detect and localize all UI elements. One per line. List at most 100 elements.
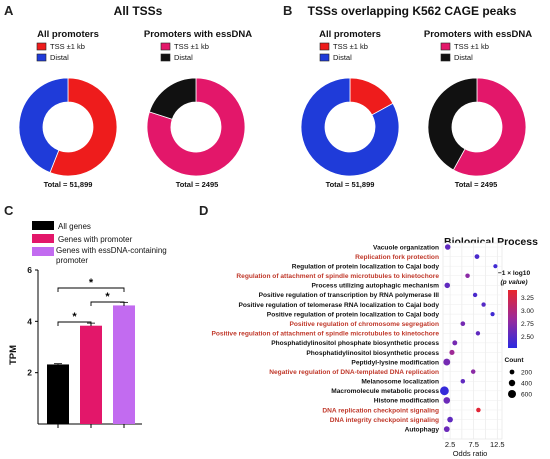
term-label: Negative regulation of DNA-templated DNA… bbox=[269, 369, 439, 376]
panel-b-right-slice-distal bbox=[427, 77, 478, 171]
term-dot bbox=[440, 386, 449, 396]
panel-a-left-donut bbox=[18, 77, 118, 177]
panel-a-left-legend-swatch-distal bbox=[36, 53, 47, 62]
panel-b-left-slice-distal bbox=[300, 77, 400, 177]
term-label: Autophagy bbox=[405, 426, 440, 433]
count-legend-label-200: 200 bbox=[521, 370, 532, 377]
significance-star-1: * bbox=[105, 291, 110, 303]
panel-a-right-legend-swatch-tss bbox=[160, 42, 171, 51]
panel-c-legend-promoter: Genes with promoter bbox=[58, 235, 133, 244]
colorbar-tick-1: 3.00 bbox=[521, 308, 534, 315]
panel-a-right-legend-distal: Distal bbox=[174, 53, 193, 62]
bar-ytick-label: 4 bbox=[27, 316, 32, 326]
bar-2 bbox=[113, 305, 135, 424]
term-label: Histone modification bbox=[374, 398, 439, 405]
colorbar bbox=[508, 290, 517, 348]
panel-a-left-total: Total = 51,899 bbox=[44, 180, 93, 189]
panel-b-left-donut bbox=[300, 77, 400, 177]
panel-d-dot-plot: 2.5 7.5 12.5 Vacuole organization Replicatio… bbox=[211, 242, 505, 449]
panel-b-left-legend-distal: Distal bbox=[333, 53, 352, 62]
panel-a-right-legend-swatch-distal bbox=[160, 53, 171, 62]
term-label: Positive regulation of protein localizat… bbox=[267, 311, 440, 318]
panel-c-legend-swatch-essdna bbox=[32, 247, 54, 256]
count-legend-title: Count bbox=[504, 357, 524, 364]
panel-a-right-donut bbox=[146, 77, 246, 177]
term-label: Positive regulation of attachment of spi… bbox=[211, 331, 439, 338]
panel-b-right-legend-tss: TSS ±1 kb bbox=[454, 42, 489, 51]
term-label: Process utilizing autophagic mechanism bbox=[311, 283, 439, 290]
significance-star-2: * bbox=[89, 277, 94, 289]
term-dot bbox=[460, 378, 466, 384]
term-dot bbox=[447, 416, 453, 423]
bar-ytick-label: 6 bbox=[27, 265, 32, 275]
term-label: Positive regulation of telomerase RNA lo… bbox=[238, 302, 439, 309]
panel-a-left-legend-swatch-tss bbox=[36, 42, 47, 51]
count-legend-dot-200 bbox=[509, 369, 515, 375]
term-dot bbox=[493, 264, 498, 269]
panel-b-right-legend-distal: Distal bbox=[454, 53, 473, 62]
term-dot bbox=[475, 331, 481, 336]
term-dot bbox=[444, 282, 450, 289]
panel-a-right-slice-distal bbox=[148, 77, 197, 120]
term-label: Vacuole organization bbox=[373, 244, 439, 251]
panel-d-xlabel: Odds ratio bbox=[453, 449, 488, 458]
panel-a-right-total: Total = 2495 bbox=[176, 180, 219, 189]
term-label: Phosphatidylinositol phosphate biosynthe… bbox=[271, 340, 439, 347]
significance-bracket-1 bbox=[90, 301, 125, 306]
term-label: Phosphatidylinositol biosynthetic proces… bbox=[306, 350, 439, 357]
term-dot bbox=[444, 244, 451, 250]
panel-b-right-total: Total = 2495 bbox=[455, 180, 498, 189]
term-dot bbox=[474, 254, 480, 259]
term-label: Positive regulation of transcription by … bbox=[259, 292, 440, 299]
panel-c-legend-swatch-promoter bbox=[32, 234, 54, 243]
panel-a-right-subtitle: Promoters with essDNA bbox=[144, 29, 252, 40]
term-label: Peptidyl-lysine modification bbox=[351, 359, 439, 366]
panel-c-legend-essdna: Genes with essDNA-containing promoter bbox=[56, 246, 167, 265]
panel-a-right-legend-tss: TSS ±1 kb bbox=[174, 42, 209, 51]
term-dot bbox=[472, 292, 478, 298]
count-legend-label-600: 600 bbox=[521, 392, 532, 399]
term-dot bbox=[460, 321, 466, 327]
colorbar-tick-3: 2.50 bbox=[521, 334, 534, 341]
dot-xtick-label: 7.5 bbox=[468, 440, 478, 449]
panel-b-left-legend-swatch-distal bbox=[319, 53, 330, 62]
panel-a-left-subtitle: All promoters bbox=[37, 29, 99, 40]
panel-d-letter: D bbox=[199, 203, 208, 218]
term-dot bbox=[481, 302, 486, 307]
bar-ytick-label: 2 bbox=[27, 368, 32, 378]
colorbar-title-1: −1 × log10 bbox=[498, 270, 531, 277]
dot-xtick-label: 2.5 bbox=[445, 440, 455, 449]
count-legend-label-400: 400 bbox=[521, 381, 532, 388]
count-legend-dot-600 bbox=[508, 390, 516, 398]
panel-c-bar-chart: 2 4 6 * * * bbox=[27, 265, 142, 428]
term-label: Melanosome localization bbox=[361, 379, 439, 386]
term-dot bbox=[476, 407, 481, 413]
term-label: Replication fork protection bbox=[355, 254, 439, 261]
term-label: Positive regulation of chromosome segreg… bbox=[290, 321, 440, 328]
significance-bracket-0 bbox=[57, 321, 92, 326]
panel-b-left-legend-tss: TSS ±1 kb bbox=[333, 42, 368, 51]
term-label: Macromolecule metabolic process bbox=[331, 388, 439, 395]
colorbar-tick-0: 3.25 bbox=[521, 295, 534, 302]
term-dot bbox=[470, 369, 476, 374]
term-dot bbox=[465, 273, 470, 279]
bar-1 bbox=[80, 325, 102, 424]
panel-b-letter: B bbox=[283, 3, 292, 18]
panel-b-right-slice-tss bbox=[452, 77, 527, 177]
panel-a-right-slice-tss bbox=[146, 77, 246, 177]
significance-bracket-2 bbox=[57, 287, 125, 292]
significance-star-0: * bbox=[72, 311, 77, 323]
panel-b-left-total: Total = 51,899 bbox=[326, 180, 375, 189]
dot-plot-area bbox=[442, 242, 503, 440]
panel-a-left-slice-tss bbox=[49, 77, 118, 177]
term-dot bbox=[490, 312, 495, 317]
panel-a-left-legend-distal: Distal bbox=[50, 53, 69, 62]
panel-b-title: TSSs overlapping K562 CAGE peaks bbox=[308, 4, 517, 18]
term-dot bbox=[443, 397, 451, 404]
term-dot bbox=[443, 426, 450, 433]
term-dot bbox=[443, 358, 451, 366]
term-label: DNA replication checkpoint signaling bbox=[322, 407, 439, 414]
panel-b-left-subtitle: All promoters bbox=[319, 29, 381, 40]
panel-b-right-legend-swatch-tss bbox=[440, 42, 451, 51]
